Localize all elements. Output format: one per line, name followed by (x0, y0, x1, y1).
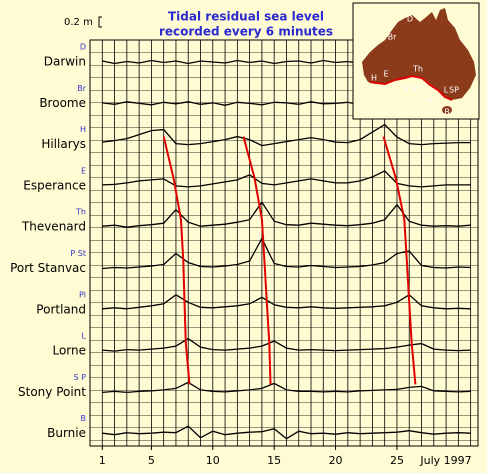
map-label: Th (412, 65, 423, 74)
map-label: D (407, 15, 413, 24)
station-name: Darwin (44, 55, 86, 69)
map-label: E (383, 70, 388, 79)
inset-map (352, 2, 480, 120)
map-label: L (444, 86, 449, 95)
tasmania (442, 106, 452, 114)
map-label: Pl (425, 97, 432, 106)
x-tick-label: 25 (390, 454, 404, 467)
scale-label: 0.2 m (64, 17, 93, 28)
peak-tracks (162, 136, 417, 385)
map-label: P St (404, 85, 420, 94)
trace (102, 381, 471, 394)
peak-track (162, 136, 191, 385)
map-labels: D Br H E Th P St Pl L SP B (371, 15, 459, 117)
peak-track (242, 136, 272, 385)
australia (362, 8, 476, 100)
station-name: Broome (39, 96, 86, 110)
x-tick-label: 15 (267, 454, 281, 467)
station-code: L (82, 332, 87, 341)
station-code: Br (77, 84, 86, 93)
trace (102, 425, 471, 440)
x-unit-label: July 1997 (419, 454, 471, 467)
station-name: Port Stanvac (10, 261, 86, 275)
trace (102, 201, 471, 228)
station-code: H (80, 125, 86, 134)
station-code: Th (75, 208, 86, 217)
station-code: P St (70, 249, 86, 258)
station-code: E (81, 166, 86, 175)
trace (102, 337, 471, 352)
trace (102, 237, 471, 270)
map-label: H (371, 74, 377, 83)
station-name: Hillarys (41, 137, 86, 151)
station-code: Pl (79, 290, 86, 299)
map-label: Br (388, 33, 397, 42)
trace (102, 123, 471, 147)
x-tick-label: 10 (206, 454, 220, 467)
station-name: Lorne (52, 344, 86, 358)
x-tick-label: 1 (99, 454, 106, 467)
coast-highlight (369, 74, 453, 101)
station-name: Burnie (47, 426, 86, 440)
station-name: Esperance (23, 178, 86, 192)
station-name: Portland (36, 302, 86, 316)
grid (101, 40, 472, 450)
station-code: B (81, 414, 87, 423)
map-label: B (444, 108, 450, 117)
x-tick-label: 5 (148, 454, 155, 467)
map-label: SP (449, 86, 459, 95)
station-code: S P (74, 373, 87, 382)
x-tick-label: 20 (329, 454, 343, 467)
peak-track (382, 136, 417, 385)
trace (102, 170, 471, 188)
scale-bar (98, 16, 102, 28)
station-code: D (80, 43, 86, 52)
chart-title: Tidal residual sea level (168, 10, 324, 24)
station-name: Stony Point (18, 385, 86, 399)
station-name: Thevenard (21, 220, 86, 234)
chart-subtitle: recorded every 6 minutes (159, 25, 333, 39)
